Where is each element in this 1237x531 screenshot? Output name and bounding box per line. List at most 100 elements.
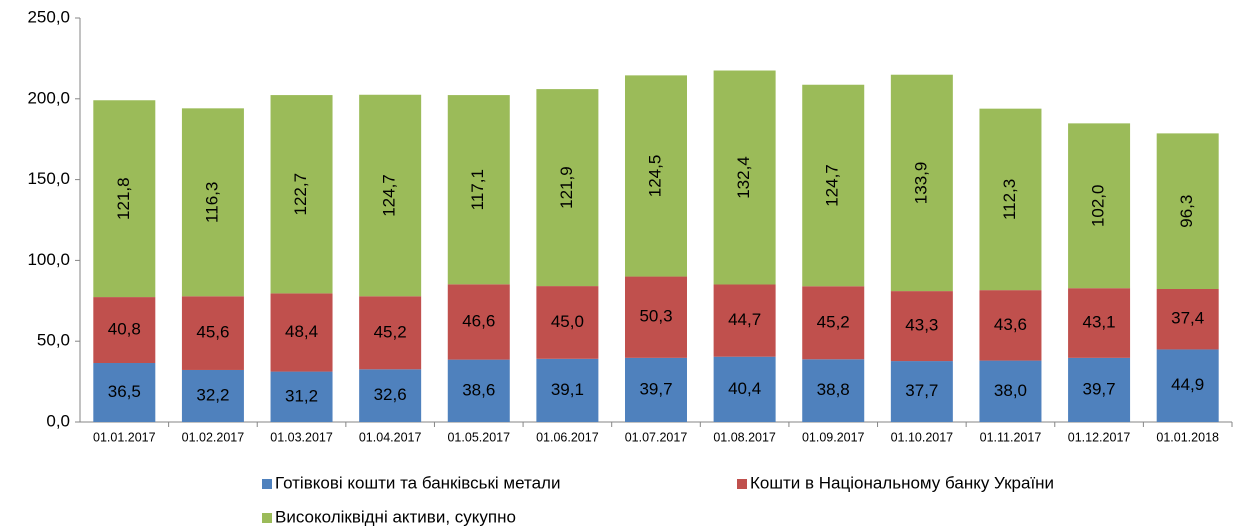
value-label: 117,1: [468, 169, 487, 210]
bar-segment: [1156, 289, 1219, 350]
value-label: 37,7: [905, 381, 938, 400]
bar-segment: [536, 89, 599, 287]
x-tick-label: 01.02.2017: [182, 430, 245, 444]
bar-segment: [447, 284, 510, 360]
bar-segment: [802, 359, 865, 422]
bar-segment: [93, 297, 156, 364]
value-label: 45,2: [374, 322, 407, 341]
bar-segment: [713, 70, 776, 285]
x-tick-label: 01.10.2017: [891, 430, 954, 444]
value-label: 122,7: [291, 173, 310, 216]
bar-segment: [1156, 133, 1219, 290]
value-label: 39,1: [551, 380, 584, 399]
bar-segment: [625, 357, 687, 422]
bar-segment: [979, 108, 1042, 291]
value-label: 32,6: [374, 385, 407, 404]
value-label: 43,6: [994, 315, 1027, 334]
bar-segment: [979, 290, 1042, 361]
bar-segment: [1156, 349, 1219, 422]
value-label: 132,4: [734, 156, 753, 199]
bar-segment: [447, 95, 510, 285]
y-tick-label: 250,0: [27, 7, 70, 26]
bar-segment: [713, 284, 776, 357]
y-tick-label: 0,0: [46, 411, 70, 430]
legend-label: Високоліквідні активи, сукупно: [275, 507, 516, 526]
value-label: 39,7: [639, 379, 672, 398]
bar-segment: [93, 363, 156, 422]
bar-segment: [181, 108, 244, 297]
value-label: 102,0: [1089, 185, 1108, 228]
value-label: 124,7: [823, 164, 842, 207]
legend-label: Кошти в Національному банку України: [750, 473, 1054, 492]
bar-segment: [536, 286, 599, 359]
value-label: 133,9: [911, 162, 930, 205]
bar-segment: [802, 286, 865, 360]
value-label: 46,6: [462, 311, 495, 330]
y-tick-label: 150,0: [27, 169, 70, 188]
value-label: 31,2: [285, 386, 318, 405]
value-label: 44,9: [1171, 375, 1204, 394]
value-label: 124,7: [380, 174, 399, 217]
legend-swatch: [262, 513, 272, 523]
bar-segment: [270, 95, 333, 294]
value-label: 45,6: [196, 323, 229, 342]
value-label: 45,0: [551, 312, 584, 331]
value-label: 96,3: [1177, 195, 1196, 228]
bar-segment: [181, 369, 244, 422]
bar-segment: [270, 293, 333, 372]
x-tick-label: 01.01.2018: [1156, 430, 1219, 444]
value-label: 43,3: [905, 316, 938, 335]
value-label: 116,3: [202, 182, 221, 223]
value-label: 36,5: [108, 382, 141, 401]
bar-segment: [979, 360, 1042, 422]
bar-segment: [181, 296, 244, 370]
y-tick-label: 50,0: [37, 331, 70, 350]
bar-segment: [1068, 123, 1131, 289]
bar-segment: [1068, 357, 1131, 422]
value-label: 121,8: [114, 177, 133, 220]
legend-label: Готівкові кошти та банківські метали: [275, 473, 560, 492]
x-tick-label: 01.11.2017: [980, 430, 1042, 444]
bar-segment: [890, 291, 953, 362]
bar-segment: [536, 358, 599, 422]
value-label: 38,0: [994, 381, 1027, 400]
value-label: 112,3: [1000, 179, 1019, 220]
value-label: 45,2: [817, 312, 850, 331]
value-label: 32,2: [196, 385, 229, 404]
y-tick-label: 200,0: [27, 88, 70, 107]
bar-segment: [359, 296, 422, 370]
bar-segment: [890, 74, 953, 292]
x-tick-label: 01.01.2017: [93, 430, 156, 444]
legend-swatch: [737, 479, 747, 489]
value-label: 38,8: [817, 380, 850, 399]
bar-segment: [1068, 288, 1131, 358]
value-label: 39,7: [1083, 379, 1116, 398]
value-label: 121,9: [557, 166, 576, 209]
bar-segment: [270, 371, 333, 422]
x-tick-label: 01.09.2017: [802, 430, 865, 444]
bar-segment: [359, 369, 422, 422]
x-tick-label: 01.06.2017: [536, 430, 599, 444]
value-label: 44,7: [728, 310, 761, 329]
bar-segment: [713, 356, 776, 422]
legend-swatch: [262, 479, 272, 489]
bar-segment: [359, 94, 422, 297]
value-label: 48,4: [285, 322, 318, 341]
value-label: 37,4: [1171, 309, 1204, 328]
x-tick-label: 01.08.2017: [713, 430, 776, 444]
x-tick-label: 01.07.2017: [625, 430, 688, 444]
value-label: 124,5: [645, 155, 664, 198]
x-tick-label: 01.04.2017: [359, 430, 422, 444]
value-label: 43,1: [1083, 313, 1116, 332]
bar-segment: [802, 84, 865, 287]
bar-segment: [447, 359, 510, 422]
x-tick-label: 01.03.2017: [270, 430, 333, 444]
x-tick-label: 01.05.2017: [447, 430, 510, 444]
value-label: 50,3: [639, 307, 672, 326]
value-label: 40,4: [728, 379, 761, 398]
bar-segment: [890, 361, 953, 422]
x-tick-label: 01.12.2017: [1068, 430, 1131, 444]
value-label: 40,8: [108, 320, 141, 339]
bar-segment: [625, 276, 687, 358]
